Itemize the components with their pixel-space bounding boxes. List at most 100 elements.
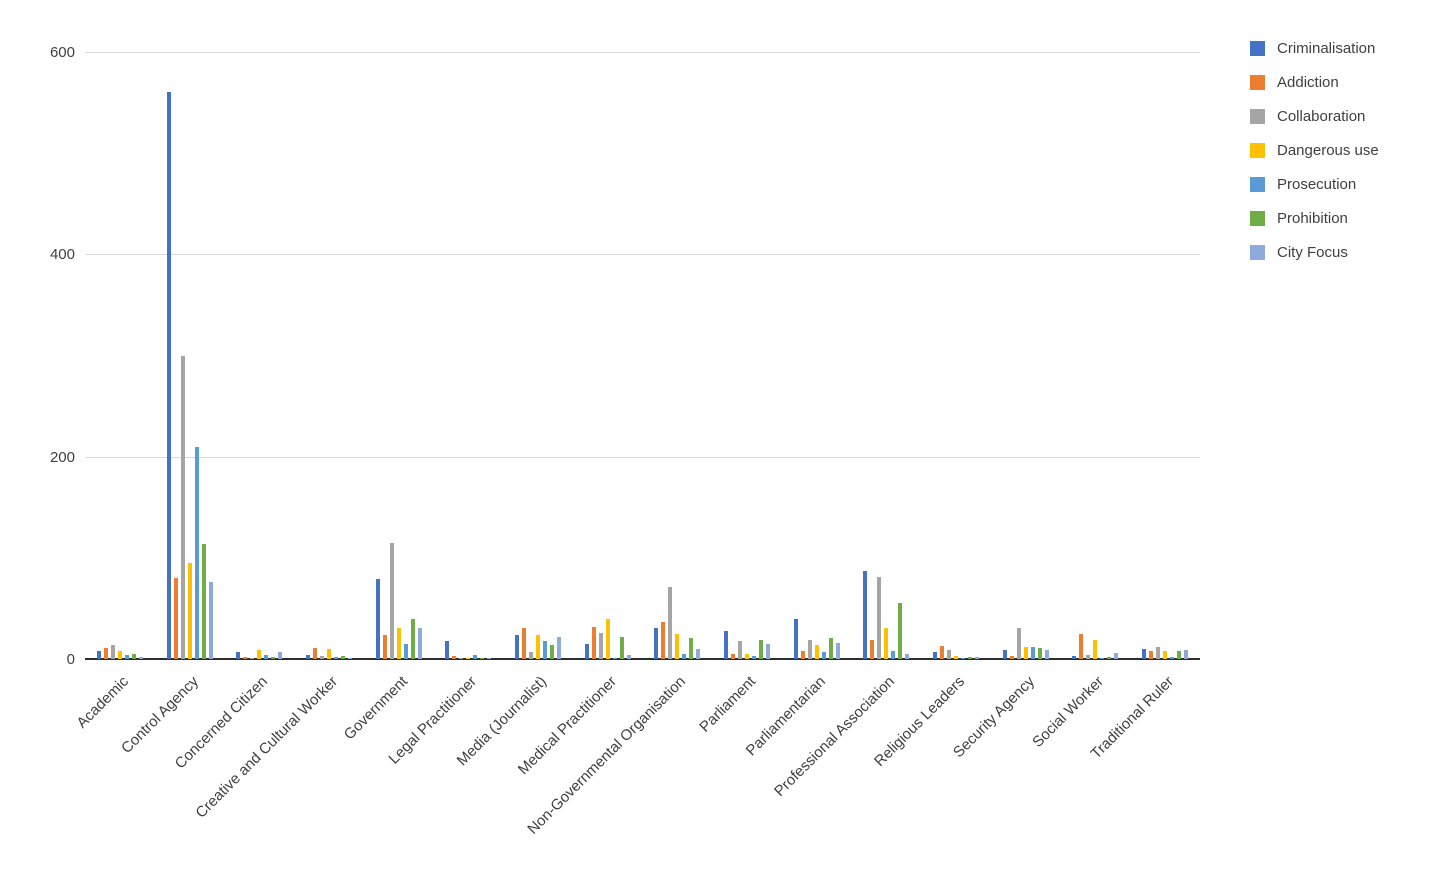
bar bbox=[1030, 646, 1035, 659]
bar-cluster bbox=[863, 52, 910, 659]
bar bbox=[96, 650, 101, 659]
bar bbox=[821, 651, 826, 659]
bar bbox=[410, 618, 415, 659]
bar bbox=[752, 655, 757, 659]
bar bbox=[731, 653, 736, 659]
bar bbox=[884, 627, 889, 659]
bar bbox=[535, 634, 540, 659]
bar bbox=[180, 355, 185, 659]
bar bbox=[689, 637, 694, 659]
bar bbox=[661, 621, 666, 659]
legend-swatch-icon bbox=[1250, 211, 1265, 226]
category-group: Academic bbox=[73, 52, 155, 732]
category-group: Government bbox=[340, 52, 434, 743]
gridline-600 bbox=[85, 52, 1200, 53]
bar-cluster bbox=[793, 52, 840, 659]
bar bbox=[514, 634, 519, 659]
category-group: Media (Journalist) bbox=[454, 52, 573, 769]
bar bbox=[724, 630, 729, 659]
bar bbox=[347, 657, 352, 659]
category-group: Medical Practitioner bbox=[515, 52, 643, 778]
legend: Criminalisation Addiction Collaboration Dan… bbox=[1250, 40, 1379, 261]
bar bbox=[166, 92, 171, 659]
legend-swatch-icon bbox=[1250, 245, 1265, 260]
bar bbox=[138, 656, 143, 659]
category-group: Professional Association bbox=[771, 52, 922, 800]
bar bbox=[1072, 655, 1077, 659]
bar bbox=[1016, 627, 1021, 659]
bar bbox=[1037, 647, 1042, 659]
gridline-400 bbox=[85, 254, 1200, 256]
bar bbox=[696, 648, 701, 659]
category-group: Legal Practitioner bbox=[386, 52, 503, 768]
bar bbox=[1163, 650, 1168, 659]
bar-cluster bbox=[166, 52, 213, 659]
bar bbox=[187, 562, 192, 659]
legend-label: Addiction bbox=[1277, 74, 1339, 91]
bar bbox=[201, 543, 206, 659]
bar-cluster bbox=[96, 52, 143, 659]
bar-cluster bbox=[445, 52, 492, 659]
bar bbox=[619, 636, 624, 659]
bar bbox=[480, 657, 485, 659]
bar bbox=[340, 655, 345, 659]
category-group: Control Agency bbox=[118, 52, 225, 757]
legend-label: Collaboration bbox=[1277, 108, 1366, 125]
bar bbox=[487, 657, 492, 659]
bar bbox=[305, 654, 310, 659]
y-tick-label-200: 200 bbox=[49, 448, 75, 466]
bar bbox=[445, 640, 450, 659]
bar bbox=[612, 657, 617, 659]
bar bbox=[605, 618, 610, 659]
bar bbox=[466, 657, 471, 659]
bar bbox=[257, 649, 262, 659]
bar bbox=[598, 632, 603, 659]
category-group: Security Agency bbox=[950, 52, 1061, 761]
gridline-200 bbox=[85, 456, 1200, 458]
legend-swatch-icon bbox=[1250, 177, 1265, 192]
legend-item: Collaboration bbox=[1250, 108, 1379, 125]
legend-item: City Focus bbox=[1250, 244, 1379, 261]
bar-cluster bbox=[375, 52, 422, 659]
x-axis-label: Social Worker bbox=[1029, 673, 1108, 751]
bar-cluster bbox=[1002, 52, 1049, 659]
bar bbox=[110, 644, 115, 659]
legend-swatch-icon bbox=[1250, 109, 1265, 124]
bar-cluster bbox=[514, 52, 561, 659]
bar-groups: Academic Control Agency Concerned Citizen C… bbox=[73, 52, 1200, 838]
bar-cluster bbox=[724, 52, 771, 659]
category-group: Religious Leaders bbox=[871, 52, 991, 770]
bar bbox=[173, 578, 178, 659]
bar bbox=[961, 657, 966, 659]
plot-area: Academic Control Agency Concerned Citizen C… bbox=[73, 52, 1200, 838]
x-axis-label: Creative and Cultural Worker bbox=[192, 673, 341, 822]
bar bbox=[271, 656, 276, 659]
bar bbox=[250, 657, 255, 659]
bar bbox=[1156, 646, 1161, 659]
bar bbox=[940, 645, 945, 659]
bar bbox=[194, 446, 199, 659]
bar bbox=[473, 654, 478, 659]
bar bbox=[103, 647, 108, 659]
bar bbox=[745, 653, 750, 659]
bar bbox=[117, 650, 122, 659]
bar bbox=[556, 636, 561, 659]
bar bbox=[766, 643, 771, 659]
y-tick-label-600: 600 bbox=[49, 44, 75, 61]
bar bbox=[382, 634, 387, 659]
bar bbox=[1142, 648, 1147, 659]
legend-item: Prohibition bbox=[1250, 210, 1379, 227]
y-tick-label-400: 400 bbox=[49, 246, 75, 264]
bar bbox=[863, 571, 868, 659]
bar bbox=[1107, 656, 1112, 659]
bar bbox=[877, 577, 882, 659]
bar bbox=[654, 627, 659, 659]
bar bbox=[1002, 649, 1007, 659]
bar bbox=[668, 587, 673, 659]
legend-item: Dangerous use bbox=[1250, 142, 1379, 159]
y-tick-label-0: 0 bbox=[66, 651, 75, 668]
bar bbox=[389, 542, 394, 659]
legend-label: Prohibition bbox=[1277, 210, 1348, 227]
bar bbox=[396, 627, 401, 659]
